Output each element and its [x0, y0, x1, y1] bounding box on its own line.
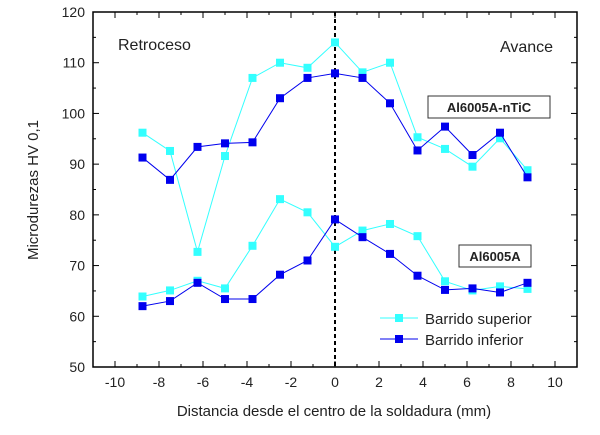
series-3	[138, 215, 532, 311]
data-point	[358, 68, 367, 77]
label-box-nTiC	[427, 95, 551, 119]
data-point	[496, 128, 504, 137]
x-axis-label: Distancia desde el centro de la soldadur…	[177, 403, 491, 420]
data-point	[413, 232, 422, 241]
annotation-avance: Avance	[500, 39, 553, 56]
data-point	[193, 278, 202, 287]
data-point	[303, 63, 312, 72]
data-point	[303, 73, 312, 82]
legend-marker-superior	[395, 314, 403, 322]
data-point	[166, 175, 174, 184]
data-point	[248, 138, 257, 147]
y-tick-label: 80	[69, 207, 85, 223]
data-point	[358, 226, 367, 235]
series-1	[138, 69, 532, 184]
data-point	[276, 270, 284, 279]
x-tick-label: 6	[463, 374, 471, 390]
data-point	[138, 128, 147, 137]
y-tick-label: 120	[62, 4, 86, 20]
y-tick-label: 90	[69, 156, 85, 172]
data-point	[413, 133, 422, 142]
data-point	[441, 144, 449, 153]
data-point	[413, 271, 422, 280]
data-point	[138, 292, 147, 301]
y-tick-label: 110	[63, 55, 86, 71]
data-point	[523, 278, 532, 287]
data-point	[276, 195, 284, 204]
y-tick-label: 60	[69, 308, 85, 324]
data-point	[331, 215, 339, 224]
data-point	[138, 153, 147, 162]
data-point	[441, 277, 449, 286]
data-point	[386, 219, 394, 228]
data-point	[248, 295, 257, 304]
data-point	[303, 256, 312, 265]
data-point	[248, 241, 257, 250]
data-point	[496, 282, 504, 291]
data-point	[386, 99, 394, 108]
data-point	[166, 297, 174, 306]
data-point	[386, 58, 394, 67]
annotation-retroceso: Retroceso	[118, 37, 191, 54]
x-tick-label: 2	[375, 374, 383, 390]
data-point	[468, 284, 477, 293]
y-tick-label: 70	[69, 258, 85, 274]
data-point	[221, 295, 229, 304]
data-point	[166, 146, 174, 155]
series-0	[138, 38, 532, 256]
x-tick-label: -6	[197, 374, 210, 390]
data-point	[358, 73, 367, 82]
data-point	[221, 152, 229, 161]
x-tick-label: 0	[331, 374, 339, 390]
data-point	[221, 139, 229, 148]
series-layer	[138, 12, 532, 367]
data-point	[331, 242, 339, 251]
data-point	[496, 288, 504, 297]
axes-layer: -10 -8 -6 -4 -2 0 2 4 6 8 10 50 60 70 80 90 100 110 120	[62, 4, 578, 390]
x-tick-label: 8	[507, 374, 515, 390]
data-point	[468, 162, 477, 171]
x-tick-label: -2	[285, 374, 298, 390]
legend: Barrido superior Barrido inferior	[380, 311, 532, 349]
x-tick-label: -8	[153, 374, 166, 390]
x-tick-label: -4	[241, 374, 254, 390]
data-point	[193, 247, 202, 256]
label-nTiC: Al6005A-nTiC	[447, 100, 532, 115]
x-tick-label: 4	[419, 374, 427, 390]
data-point	[276, 58, 284, 67]
data-point	[276, 94, 284, 103]
label-box-al6005a	[458, 244, 532, 268]
data-point	[193, 142, 202, 151]
x-tick-label: 10	[547, 374, 563, 390]
y-axis-label: Microdurezas HV 0,1	[25, 120, 42, 260]
data-point	[496, 134, 504, 143]
data-point	[441, 285, 449, 294]
data-point	[166, 286, 174, 295]
data-point	[331, 69, 339, 78]
data-point	[303, 208, 312, 217]
data-point	[468, 151, 477, 160]
data-point	[248, 73, 257, 82]
data-point	[221, 284, 229, 293]
data-point	[331, 38, 339, 47]
data-point	[523, 284, 532, 293]
y-tick-label: 100	[62, 105, 86, 121]
data-point	[386, 249, 394, 258]
x-tick-label: -10	[105, 374, 125, 390]
data-point	[441, 122, 449, 131]
data-point	[138, 302, 147, 311]
legend-label-inferior: Barrido inferior	[425, 332, 523, 349]
data-point	[523, 166, 532, 175]
y-tick-label: 50	[69, 359, 85, 375]
data-point	[523, 173, 532, 182]
legend-label-superior: Barrido superior	[425, 311, 532, 328]
label-al6005a: Al6005A	[469, 249, 521, 264]
legend-marker-inferior	[395, 335, 403, 343]
data-point	[413, 146, 422, 155]
data-point	[358, 233, 367, 242]
